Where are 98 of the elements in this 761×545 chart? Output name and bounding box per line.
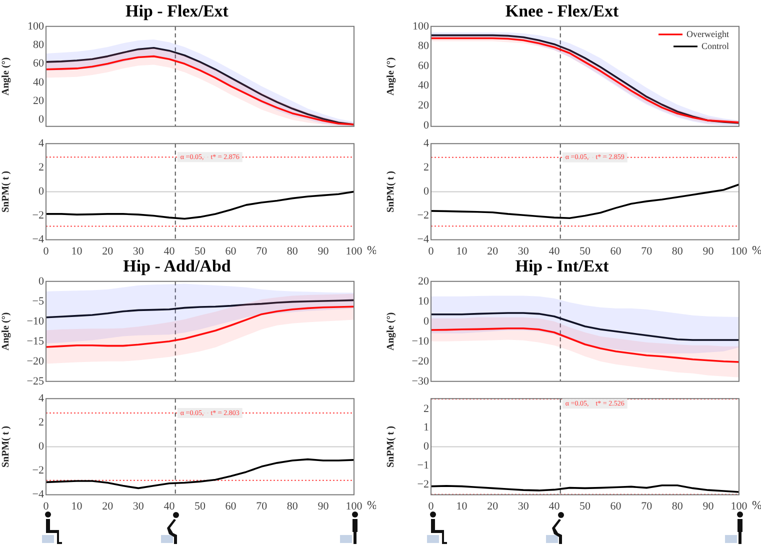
x-tick-label: 20: [487, 245, 499, 258]
x-tick-label: 50: [194, 245, 206, 258]
y-tick-label: 4: [38, 392, 44, 404]
y-tick-label: 2: [38, 416, 44, 429]
y-tick-label: 0: [38, 440, 44, 453]
y-tick-label: −20: [26, 355, 44, 368]
chart-title: Hip - Int/Ext: [515, 256, 610, 276]
y-tick-label: 100: [28, 20, 44, 32]
y-tick-label: −1: [417, 459, 429, 472]
y-tick-label: 20: [418, 275, 430, 288]
x-tick-label: 80: [286, 500, 298, 512]
y-tick-label: 0: [38, 114, 44, 126]
y-tick-label: 60: [33, 58, 44, 70]
x-tick-label: 90: [702, 500, 714, 512]
y-tick-label: 20: [33, 95, 44, 108]
y-axis-title: SnPM( t ): [0, 426, 12, 468]
x-tick-label: 10: [456, 245, 468, 258]
x-tick-label: 60: [225, 245, 237, 258]
x-tick-label: 50: [580, 500, 591, 512]
y-tick-label: −5: [32, 295, 44, 308]
y-tick-label: 40: [418, 80, 430, 92]
y-tick-label: 80: [418, 40, 430, 52]
x-tick-label: 70: [256, 245, 268, 258]
x-tick-label: 40: [164, 500, 176, 512]
x-tick-label: 10: [71, 500, 83, 512]
y-tick-label: 0: [424, 315, 430, 328]
x-tick-label: 100: [346, 500, 363, 512]
legend-label: Overweight: [686, 28, 730, 39]
y-tick-label: 10: [418, 295, 430, 308]
y-tick-label: 4: [424, 137, 430, 150]
x-tick-label: 40: [548, 500, 560, 512]
y-tick-label: 0: [424, 119, 430, 132]
x-tick-label: 60: [225, 500, 237, 512]
x-tick-label: 60: [610, 500, 622, 512]
x-tick-label: 70: [641, 500, 653, 512]
y-tick-label: 60: [418, 60, 430, 72]
y-tick-label: 0: [38, 275, 44, 288]
chart-title: Hip - Add/Abd: [123, 256, 232, 276]
chart-title: Knee - Flex/Ext: [505, 2, 619, 21]
y-axis-title: Angle (°): [386, 312, 397, 350]
y-tick-label: 2: [424, 162, 429, 174]
y-tick-label: 80: [33, 38, 44, 51]
x-tick-label: 40: [164, 245, 176, 258]
y-tick-label: 0: [424, 186, 430, 198]
y-tick-label: 2: [38, 162, 44, 174]
x-tick-label: 90: [318, 500, 330, 512]
y-tick-label: 0: [38, 186, 44, 198]
y-tick-label: 1: [424, 422, 429, 434]
x-tick-label: 30: [518, 500, 530, 512]
y-tick-label: 100: [412, 20, 430, 32]
x-tick-label: 100: [730, 500, 748, 512]
legend-label: Control: [702, 40, 730, 51]
x-tick-label: 80: [286, 245, 298, 258]
x-tick-label: 10: [456, 500, 468, 512]
y-tick-label: 2: [424, 402, 429, 415]
x-tick-label: 10: [71, 245, 83, 258]
x-tick-label: 90: [318, 245, 330, 258]
y-axis-title: SnPM( t ): [386, 426, 397, 468]
y-tick-label: −10: [26, 315, 44, 328]
y-tick-label: −10: [412, 335, 430, 348]
y-axis-title: Angle (°): [0, 57, 12, 96]
y-tick-label: 0: [424, 440, 430, 453]
y-tick-label: −20: [412, 355, 430, 368]
y-axis-title: Angle (°): [0, 312, 12, 350]
chart-title: Hip - Flex/Ext: [126, 2, 229, 21]
x-tick-label: 20: [487, 500, 499, 512]
y-tick-label: −2: [32, 464, 44, 477]
y-tick-label: −2: [417, 478, 429, 490]
y-axis-title: SnPM( t ): [386, 170, 397, 213]
x-tick-label: 100: [346, 245, 363, 258]
y-tick-label: −4: [417, 234, 430, 246]
y-axis-title: Angle (°): [386, 57, 397, 96]
y-tick-label: −4: [32, 234, 44, 246]
y-tick-label: 4: [38, 137, 44, 150]
x-tick-label: 70: [256, 500, 268, 512]
y-tick-label: −30: [412, 375, 430, 388]
x-tick-label: 90: [702, 245, 714, 258]
y-tick-label: 40: [33, 76, 44, 88]
x-tick-label: 50: [580, 245, 591, 258]
y-axis-title: SnPM( t ): [0, 170, 12, 213]
x-tick-label: 30: [132, 245, 144, 258]
x-tick-label: 20: [102, 500, 114, 512]
y-tick-label: −2: [32, 210, 44, 222]
x-tick-label: 50: [194, 500, 206, 512]
x-tick-label: 70: [641, 245, 653, 258]
y-tick-label: −2: [417, 210, 429, 222]
x-tick-label: 20: [102, 245, 114, 258]
x-tick-label: 100: [730, 245, 748, 258]
y-tick-label: −15: [26, 335, 44, 348]
y-tick-label: −25: [26, 375, 44, 388]
x-tick-label: 80: [672, 500, 684, 512]
y-tick-label: −4: [32, 488, 44, 501]
x-tick-label: 30: [132, 500, 144, 512]
x-tick-label: 80: [672, 245, 684, 258]
x-tick-label: 60: [610, 245, 622, 258]
x-tick-label: 40: [548, 245, 560, 258]
x-tick-label: 30: [518, 245, 530, 258]
y-tick-label: 20: [418, 100, 430, 112]
